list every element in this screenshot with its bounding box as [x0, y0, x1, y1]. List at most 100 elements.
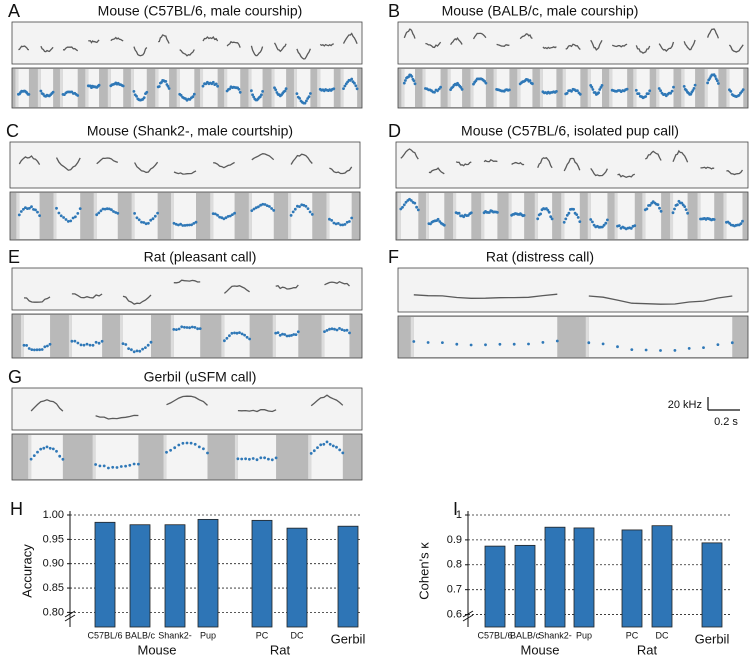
trace-point — [213, 212, 217, 216]
bar-chart: H Accuracy 0.80 0.85 0.90 0.95 1.00 C57BL/6 BALB… — [10, 499, 365, 658]
bar — [286, 527, 308, 628]
trace-point — [576, 216, 580, 219]
trace-point — [281, 332, 284, 336]
syllable — [400, 148, 419, 160]
segment-edge — [272, 315, 276, 357]
trace-point — [97, 341, 101, 345]
trace-point — [294, 333, 298, 336]
segment-edge — [397, 193, 401, 239]
detected-segment — [174, 193, 196, 239]
detected-segment — [291, 193, 313, 239]
trace-point — [181, 224, 185, 227]
trace-point — [94, 340, 98, 344]
trace-point — [729, 90, 733, 93]
detected-segment — [213, 193, 235, 239]
group-label: Mouse — [520, 642, 559, 657]
syllable — [18, 45, 30, 51]
trace-point — [140, 220, 143, 224]
trace-point — [252, 207, 256, 211]
trace-point — [135, 349, 139, 353]
trace-point — [606, 218, 609, 222]
segment-edge — [562, 69, 566, 107]
trace-point — [141, 347, 145, 351]
trace-point — [298, 205, 301, 209]
trace-point — [426, 341, 430, 344]
trace-point — [345, 328, 349, 332]
trace-point — [702, 346, 705, 349]
detected-segment — [496, 69, 510, 107]
panel-letter: D — [388, 121, 401, 141]
segment-edge — [20, 315, 24, 357]
trace-point — [565, 213, 569, 217]
panel-letter: B — [388, 1, 400, 21]
x-tick-label: Gerbil — [695, 631, 730, 646]
trace-point — [687, 347, 691, 350]
trace-point — [223, 339, 226, 343]
detected-segment — [450, 69, 463, 107]
syllable — [700, 166, 715, 170]
trace-point — [82, 343, 86, 347]
trace-point — [590, 85, 594, 89]
detected-segment — [425, 69, 441, 107]
detected-segment — [428, 193, 445, 239]
segment-edge — [517, 69, 521, 107]
trace-point — [670, 89, 674, 93]
trace-point — [617, 224, 621, 228]
trace-point — [413, 201, 417, 205]
detected-segment — [659, 69, 674, 107]
trace-point — [181, 441, 185, 445]
syllable — [223, 285, 250, 294]
trace-point — [673, 349, 677, 352]
syllable — [290, 153, 313, 165]
trace-point — [263, 203, 267, 206]
trace-point — [555, 90, 558, 93]
trace-point — [238, 90, 242, 94]
trace-point — [110, 208, 113, 212]
trace-point — [40, 348, 44, 351]
trace-point — [190, 223, 194, 227]
trace-point — [191, 95, 195, 99]
y-tick-label: 0.6 — [447, 608, 462, 620]
trace-point — [673, 207, 676, 211]
segment-edge — [493, 69, 497, 107]
trace-point — [330, 327, 334, 331]
trace-point — [300, 203, 304, 207]
trace-point — [330, 219, 334, 222]
syllable — [425, 41, 442, 49]
trace-point — [645, 207, 649, 211]
trace-point — [291, 210, 295, 214]
trace-point — [255, 458, 259, 462]
detected-segment — [95, 435, 139, 479]
trace-point — [237, 87, 241, 91]
segment-edge — [401, 69, 405, 107]
syllable — [96, 157, 119, 165]
trace-point — [436, 217, 440, 221]
trace-point — [233, 331, 236, 335]
trace-point — [36, 210, 39, 214]
panel-title: Mouse (C57BL/6, male courship) — [98, 3, 303, 19]
segment-edge — [656, 69, 660, 107]
trace-point — [238, 331, 241, 334]
segment-edge — [614, 193, 618, 239]
trace-point — [354, 84, 358, 88]
detected-segment — [62, 69, 78, 107]
trace-point — [716, 343, 720, 346]
trace-point — [145, 90, 149, 94]
trace-point — [185, 441, 189, 445]
trace-point — [634, 88, 638, 92]
spectrogram-panel: E Rat (pleasant call) — [8, 247, 363, 359]
trace-point — [348, 331, 351, 335]
syllable — [23, 296, 51, 303]
panel-letter: G — [8, 367, 22, 387]
trace-point — [715, 79, 719, 83]
syllable — [563, 157, 581, 172]
trace-point — [198, 327, 202, 330]
trace-point — [289, 214, 293, 217]
trace-point — [602, 223, 606, 227]
detected-segment — [40, 69, 54, 107]
syllable — [588, 295, 733, 305]
trace-point — [350, 216, 354, 220]
trace-point — [355, 87, 359, 91]
trace-point — [39, 447, 43, 451]
